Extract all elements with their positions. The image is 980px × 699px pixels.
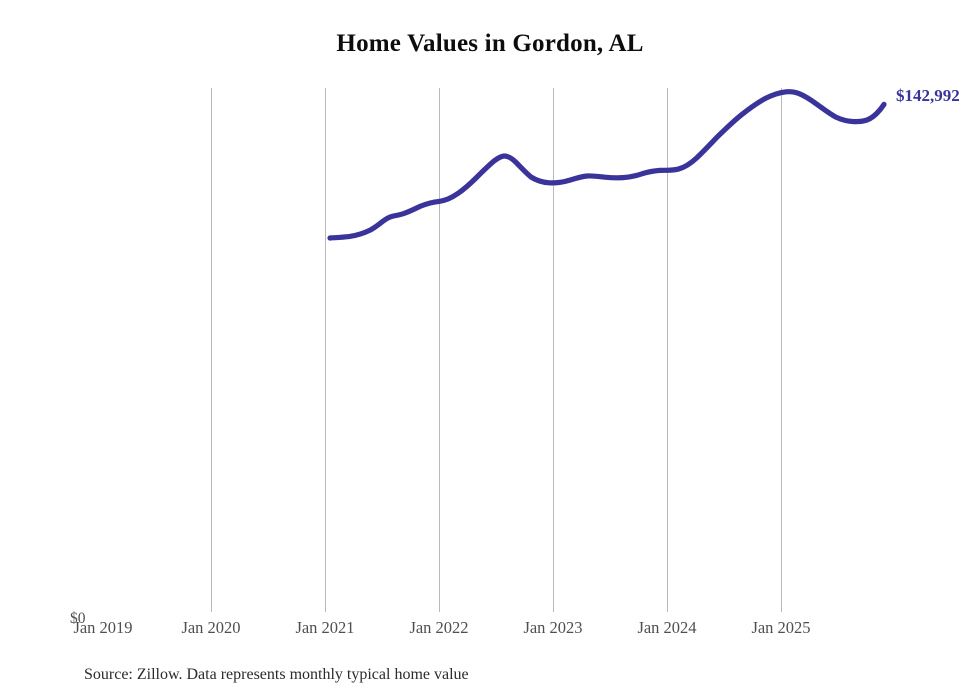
x-axis-tick-jan-2025: Jan 2025 [751,618,811,637]
x-axis-tick-jan-2021: Jan 2021 [295,618,355,637]
x-axis-tick-jan-2024: Jan 2024 [637,618,697,637]
gridlines [210,88,783,612]
x-axis-tick-jan-2023: Jan 2023 [523,618,583,637]
x-axis-tick-jan-2022: Jan 2022 [409,618,469,637]
home-value-line [327,89,887,241]
page-title: Home Values in Gordon, AL [336,30,644,57]
x-axis-tick-jan-2019: Jan 2019 [73,618,133,637]
x-axis-tick-jan-2020: Jan 2020 [181,618,241,637]
end-value-annotation: $142,992 [896,86,960,105]
source-note: Source: Zillow. Data represents monthly … [84,666,469,683]
y-axis-tick-zero: $0 [70,610,86,627]
